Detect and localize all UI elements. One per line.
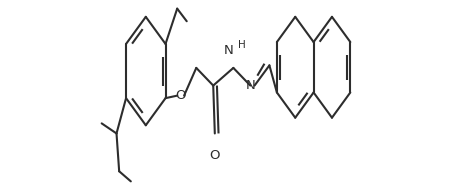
Text: O: O [209,149,220,162]
Text: H: H [237,40,245,50]
Text: N: N [223,44,233,57]
Text: O: O [175,89,185,102]
Text: N: N [245,79,255,92]
